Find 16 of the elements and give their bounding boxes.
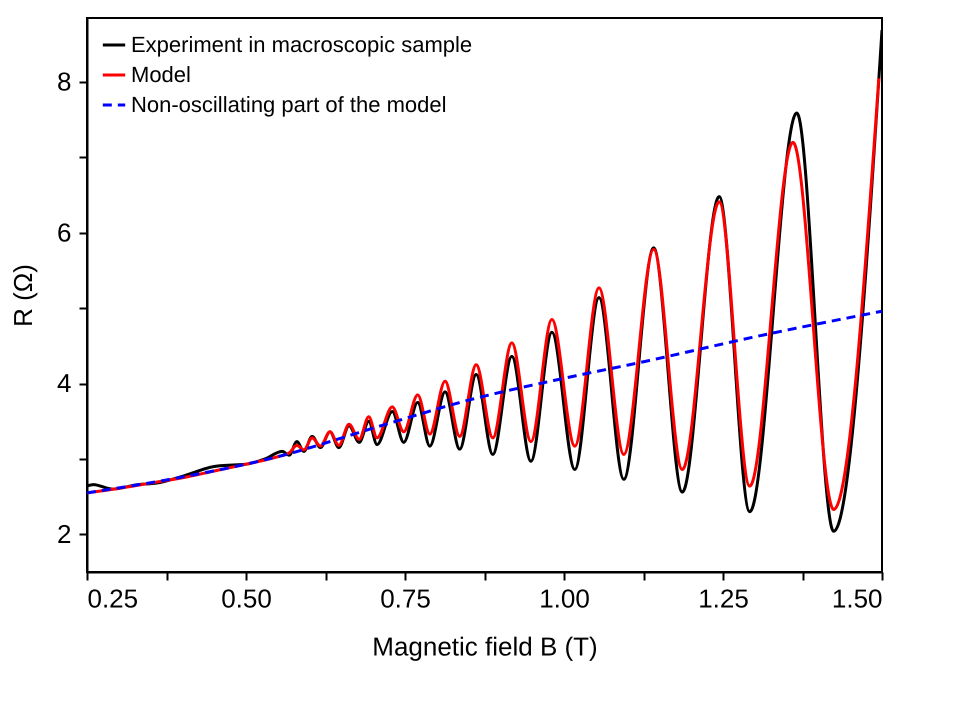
x-tick-label: 1.50 xyxy=(832,584,882,614)
y-axis-title: R (Ω) xyxy=(8,264,38,327)
legend-label: Model xyxy=(131,62,191,87)
legend-label: Non-oscillating part of the model xyxy=(131,92,446,117)
x-tick-label: 0.50 xyxy=(221,584,272,614)
y-tick-label: 4 xyxy=(57,368,72,398)
line-series xyxy=(87,310,882,494)
legend-label: Experiment in macroscopic sample xyxy=(131,32,472,57)
x-tick-label: 0.75 xyxy=(380,584,431,614)
x-tick-label: 1.00 xyxy=(539,584,590,614)
y-tick-label: 2 xyxy=(57,518,72,549)
x-axis-title: Magnetic field B (T) xyxy=(372,632,598,662)
x-tick-label: 1.25 xyxy=(698,584,749,614)
y-tick-label: 6 xyxy=(57,217,72,248)
y-tick-label: 8 xyxy=(57,66,72,97)
x-tick-label: 0.25 xyxy=(88,584,138,614)
